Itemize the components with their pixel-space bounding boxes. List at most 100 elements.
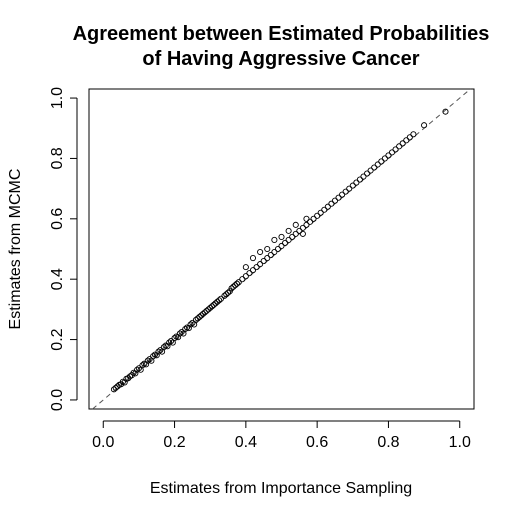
data-point: [392, 146, 399, 153]
data-point: [230, 283, 237, 290]
data-point: [175, 334, 182, 341]
data-point: [235, 279, 242, 286]
data-point: [353, 179, 360, 186]
data-point: [126, 373, 134, 380]
data-point: [339, 191, 346, 198]
data-point: [349, 182, 356, 189]
data-point: [271, 248, 278, 256]
data-point: [321, 206, 328, 213]
data-point: [331, 197, 339, 204]
data-point: [214, 298, 221, 305]
x-tick-label: 0.2: [163, 434, 185, 451]
data-point: [135, 365, 142, 372]
data-point: [187, 321, 194, 328]
data-point: [178, 328, 185, 336]
data-point: [314, 212, 321, 219]
data-point: [342, 188, 349, 195]
data-point: [367, 167, 374, 174]
data-point: [157, 347, 164, 354]
data-point: [164, 343, 171, 350]
data-point: [205, 306, 212, 313]
data-point: [292, 221, 299, 228]
data-point: [150, 353, 157, 360]
data-point: [167, 338, 175, 345]
data-point: [139, 362, 146, 369]
data-point: [216, 297, 223, 304]
data-point: [360, 173, 367, 180]
data-point: [153, 352, 160, 359]
data-point: [210, 301, 217, 308]
data-point: [242, 273, 249, 280]
data-point: [403, 137, 410, 144]
y-axis-label: Estimates from MCMC: [7, 169, 24, 330]
data-point: [144, 357, 151, 364]
data-point: [228, 285, 235, 292]
data-point: [396, 143, 403, 150]
data-point: [257, 261, 264, 268]
data-point: [324, 203, 331, 210]
data-point: [142, 361, 150, 368]
chart-title-line-2: of Having Aggressive Cancer: [142, 48, 419, 70]
y-axis: 0.0 0.2 0.4 0.6 0.8 1.0: [49, 87, 78, 411]
y-tick-label: 1.0: [49, 87, 66, 109]
data-point: [146, 356, 153, 363]
data-point: [207, 304, 214, 311]
data-point: [378, 158, 385, 165]
data-point: [260, 258, 267, 265]
data-point: [249, 255, 257, 262]
data-point: [182, 325, 189, 333]
x-tick-label: 0.6: [306, 434, 328, 451]
data-point: [328, 200, 335, 207]
y-tick-label: 0.2: [49, 328, 66, 350]
data-point: [249, 267, 257, 274]
data-point: [112, 384, 119, 391]
data-point: [110, 386, 118, 393]
data-point: [303, 215, 310, 222]
data-point: [198, 312, 205, 319]
data-point: [278, 242, 285, 250]
data-point: [132, 370, 139, 377]
x-axis: 0.0 0.2 0.4 0.6 0.8 1.0: [92, 420, 471, 451]
data-point: [125, 375, 132, 382]
data-point: [289, 233, 296, 240]
data-point: [335, 194, 342, 201]
data-point: [356, 176, 363, 183]
data-point: [371, 164, 378, 171]
data-point: [224, 289, 232, 296]
y-tick-label: 0.0: [49, 389, 66, 411]
data-point: [239, 276, 246, 283]
data-point: [442, 108, 449, 115]
data-point: [134, 366, 141, 373]
data-point: [310, 215, 317, 222]
x-axis-label: Estimates from Importance Sampling: [150, 480, 412, 497]
data-point: [346, 185, 353, 192]
data-point: [201, 309, 208, 316]
data-point: [208, 303, 216, 310]
data-point: [242, 264, 249, 271]
y-tick-label: 0.8: [49, 147, 66, 169]
data-point: [189, 319, 196, 327]
data-point: [406, 134, 413, 141]
data-point: [364, 170, 371, 177]
data-point: [282, 239, 289, 247]
data-point: [421, 122, 428, 129]
data-point: [203, 307, 210, 314]
data-point: [200, 310, 207, 317]
x-tick-label: 0.0: [92, 434, 114, 451]
data-point: [192, 316, 199, 323]
data-points: [110, 108, 449, 393]
chart-title-line-1: Agreement between Estimated Probabilitie…: [73, 23, 490, 45]
data-point: [264, 245, 271, 253]
data-point: [299, 230, 306, 237]
data-point: [306, 218, 314, 225]
data-point: [246, 270, 253, 277]
data-point: [410, 131, 417, 138]
data-point: [274, 245, 281, 253]
data-point: [233, 280, 240, 287]
data-point: [278, 233, 285, 240]
data-point: [285, 236, 292, 243]
data-point: [292, 230, 299, 237]
data-point: [257, 248, 264, 256]
y-tick-label: 0.4: [49, 268, 66, 290]
